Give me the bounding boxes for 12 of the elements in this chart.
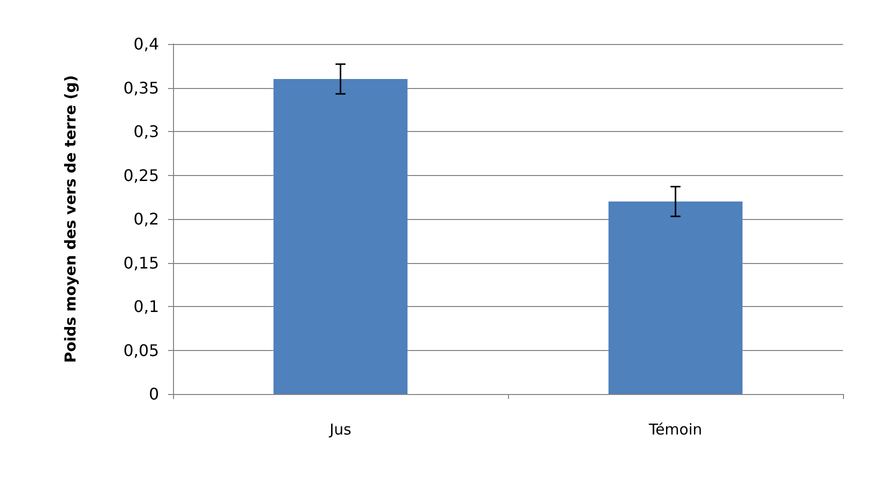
y-tick-label: 0,05: [123, 340, 159, 360]
y-tick-label: 0,15: [123, 253, 159, 272]
y-axis-title: Poids moyen des vers de terre (g): [62, 75, 80, 363]
y-tick-label: 0,25: [123, 166, 159, 185]
y-tick-label: 0: [148, 384, 159, 404]
y-tick-label: 0,4: [134, 34, 159, 54]
y-tick-label: 0,1: [134, 297, 159, 316]
y-tick-label: 0,3: [134, 122, 159, 141]
x-tick-label: Jus: [328, 420, 352, 438]
y-tick-label: 0,2: [134, 210, 159, 228]
y-tick-label: 0,35: [123, 78, 159, 98]
x-tick-label: Témoin: [648, 420, 702, 438]
